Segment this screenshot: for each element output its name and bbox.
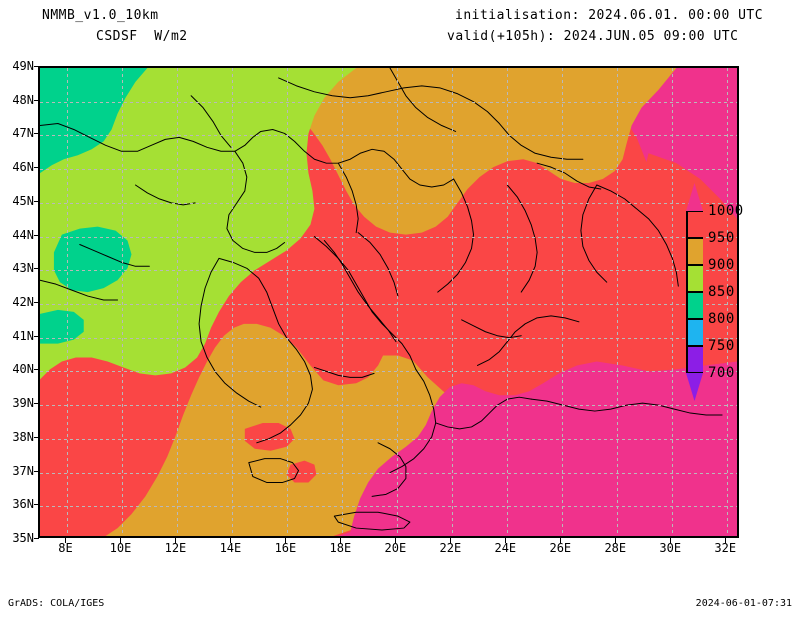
y-axis-tick-mark: [34, 369, 39, 371]
x-axis-tick-mark: [120, 538, 122, 543]
x-axis-tick-mark: [615, 538, 617, 543]
colorbar-tick-label: 1000: [708, 203, 744, 219]
x-axis-tick-label: 18E: [329, 541, 352, 555]
colorbar-tick-label: 850: [708, 284, 735, 300]
y-axis-tick-mark: [34, 133, 39, 135]
colorbar-tick-label: 800: [708, 311, 735, 327]
y-axis-tick-label: 38N: [12, 429, 34, 444]
x-axis-tick-mark: [65, 538, 67, 543]
y-axis-tick-mark: [34, 167, 39, 169]
colorbar-legend[interactable]: 1000 950 900 850 800 750 700: [686, 183, 743, 401]
y-axis-tick-mark: [34, 504, 39, 506]
x-axis-tick-label: 26E: [549, 541, 572, 555]
x-axis-tick-mark: [230, 538, 232, 543]
x-axis-tick-label: 30E: [659, 541, 682, 555]
y-axis-tick-label: 49N: [12, 59, 34, 73]
x-axis-tick-label: 16E: [274, 541, 297, 555]
colorbar-band: [686, 346, 703, 373]
footer-timestamp: 2024-06-01-07:31: [695, 598, 792, 609]
x-axis-tick-mark: [560, 538, 562, 543]
y-axis-tick-label: 44N: [12, 227, 34, 242]
y-axis-tick-label: 37N: [12, 463, 34, 478]
map-plot-area[interactable]: [38, 66, 739, 538]
y-axis-tick-label: 40N: [12, 362, 34, 377]
y-axis-tick-mark: [34, 403, 39, 405]
y-axis-tick-label: 47N: [12, 126, 34, 141]
x-axis-tick-label: 12E: [164, 541, 187, 555]
y-axis-tick-label: 48N: [12, 92, 34, 107]
y-axis-tick-mark: [34, 470, 39, 472]
y-axis-tick-label: 43N: [12, 261, 34, 276]
x-axis-tick-mark: [340, 538, 342, 543]
x-axis-tick-mark: [505, 538, 507, 543]
y-axis-tick-label: 42N: [12, 295, 34, 309]
y-axis-tick-label: 35N: [12, 531, 34, 545]
y-axis-tick-mark: [34, 268, 39, 270]
colorbar-band-above-max: [686, 183, 703, 211]
x-axis-tick-mark: [285, 538, 287, 543]
y-axis-tick-mark: [34, 538, 39, 539]
y-axis-tick-mark: [34, 302, 39, 303]
colorbar-band: [686, 211, 703, 238]
x-axis-tick-label: 8E: [58, 541, 73, 555]
y-axis-tick-label: 36N: [12, 497, 34, 512]
colorbar-band: [686, 265, 703, 292]
model-title: NMMB_v1.0_10km: [42, 8, 159, 23]
colorbar-tick-label: 750: [708, 338, 735, 354]
x-axis-tick-mark: [725, 538, 727, 543]
x-axis-tick-label: 22E: [439, 541, 462, 555]
colorbar-tick-label: 900: [708, 257, 735, 273]
y-axis-tick-label: 41N: [12, 328, 34, 343]
x-axis-tick-label: 10E: [109, 541, 132, 555]
y-axis-tick-mark: [34, 436, 39, 438]
x-axis-tick-label: 28E: [604, 541, 627, 555]
x-axis-tick-label: 20E: [384, 541, 407, 555]
y-axis-tick-mark: [34, 335, 39, 337]
x-axis-tick-mark: [395, 538, 397, 543]
colorbar-tick-label: 700: [708, 365, 735, 381]
colorbar-band: [686, 292, 703, 319]
x-axis-tick-label: 32E: [714, 541, 737, 555]
y-axis-tick-label: 45N: [12, 193, 34, 208]
footer-attribution: GrADS: COLA/IGES: [8, 598, 105, 609]
y-axis-tick-label: 39N: [12, 396, 34, 411]
colorbar-band-below-min: [686, 373, 703, 401]
colorbar-axis-spine: [686, 211, 688, 373]
initialisation-time: initialisation: 2024.06.01. 00:00 UTC: [455, 8, 764, 23]
colorbar-band: [686, 238, 703, 265]
x-axis-tick-mark: [450, 538, 452, 543]
colorbar-band: [686, 319, 703, 346]
valid-time: valid(+105h): 2024.JUN.05 09:00 UTC: [447, 29, 739, 44]
colorbar-tick-label: 950: [708, 230, 735, 246]
y-axis-tick-mark: [34, 234, 39, 236]
y-axis-tick-mark: [34, 66, 39, 67]
y-axis-tick-mark: [34, 200, 39, 202]
y-axis-tick-label: 46N: [12, 160, 34, 175]
x-axis-tick-mark: [175, 538, 177, 543]
variable-label: CSDSF W/m2: [96, 29, 188, 44]
x-axis-tick-label: 14E: [219, 541, 242, 555]
x-axis-tick-mark: [670, 538, 672, 543]
x-axis-tick-label: 24E: [494, 541, 517, 555]
y-axis-tick-mark: [34, 99, 39, 101]
